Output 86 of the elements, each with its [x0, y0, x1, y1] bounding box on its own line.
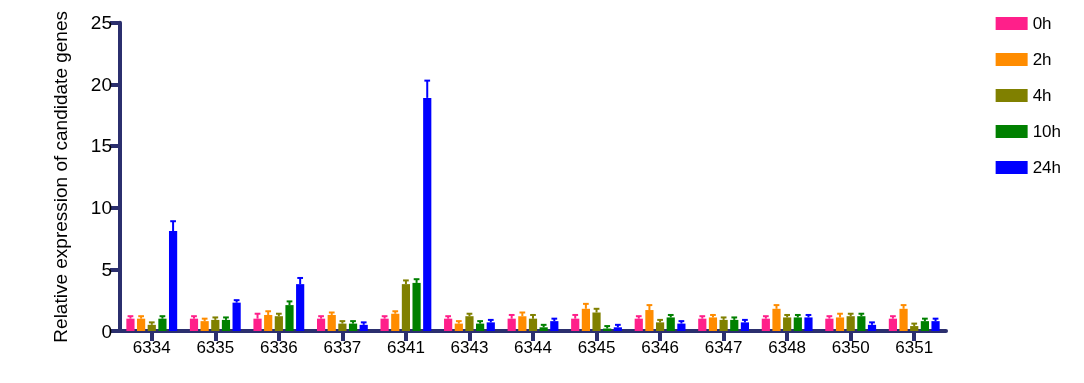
bar [359, 324, 368, 331]
x-tick-label: 6348 [768, 338, 807, 357]
bar [158, 318, 167, 331]
x-tick-label: 6341 [387, 338, 425, 357]
bar [391, 313, 400, 331]
bar [920, 321, 929, 331]
bar [444, 318, 453, 331]
legend-label: 10h [1032, 122, 1062, 141]
legend-label: 24h [1032, 158, 1062, 177]
bar [232, 302, 241, 331]
x-tick-label: 6347 [704, 338, 743, 357]
x-tick-label: 6344 [514, 338, 552, 357]
bar [793, 317, 802, 331]
bar [486, 322, 495, 331]
x-tick-label: 6350 [831, 338, 870, 357]
bar [783, 317, 792, 331]
bar [327, 314, 336, 331]
bar [285, 305, 294, 331]
legend-label: 4h [1032, 86, 1052, 105]
bar [698, 318, 707, 331]
x-tick-label: 6346 [641, 338, 679, 357]
y-axis-title: Relative expression of candidate genes [49, 11, 71, 343]
bar [804, 317, 813, 331]
bar [539, 327, 548, 331]
y-tick-label: 10 [90, 197, 112, 219]
x-tick-label: 6343 [450, 338, 489, 357]
bar [137, 318, 146, 331]
bar [348, 323, 358, 331]
x-tick-label: 6345 [577, 338, 616, 357]
bar [147, 324, 156, 331]
bar [412, 282, 421, 331]
bar [264, 314, 273, 331]
bar [719, 319, 728, 331]
bar [761, 318, 770, 331]
bar [338, 323, 347, 331]
bar [931, 321, 940, 331]
bar [857, 316, 866, 331]
y-tick-label: 0 [101, 320, 112, 342]
bar [835, 317, 845, 331]
bar [465, 316, 474, 331]
bar [708, 317, 718, 331]
bar [677, 323, 686, 331]
x-tick-label: 6351 [895, 338, 934, 357]
bar [380, 318, 389, 331]
bar [476, 323, 485, 331]
bar [867, 324, 877, 331]
y-tick-label: 20 [90, 73, 112, 95]
legend-label: 0h [1032, 14, 1052, 33]
bar [401, 284, 411, 331]
bar [899, 308, 908, 331]
bar [507, 318, 516, 331]
bar [666, 317, 675, 331]
bar [253, 318, 262, 331]
bar [316, 318, 326, 331]
bar [910, 326, 919, 331]
bar [126, 318, 135, 331]
bar [645, 310, 654, 331]
x-tick-label: 6337 [323, 338, 362, 357]
bar [454, 323, 463, 331]
bar [571, 318, 580, 331]
bar [634, 318, 643, 331]
bar [189, 318, 199, 331]
bar [740, 322, 750, 331]
bar [655, 322, 665, 331]
bar [528, 318, 538, 331]
bar [825, 318, 834, 331]
bar [211, 319, 220, 331]
x-tick-label: 6334 [132, 338, 171, 357]
bar [888, 318, 898, 331]
x-tick-label: 6335 [196, 338, 235, 357]
bar [200, 321, 209, 331]
bar [613, 327, 622, 331]
bar [550, 321, 559, 331]
y-tick-label: 15 [90, 135, 112, 157]
bar [274, 316, 283, 331]
y-tick-label: 25 [90, 12, 112, 34]
legend-label: 2h [1032, 50, 1052, 69]
bar [221, 319, 231, 331]
bar [592, 312, 601, 331]
bar [772, 308, 781, 331]
bar [518, 316, 527, 331]
bar [730, 319, 739, 331]
bar [581, 308, 590, 331]
bar [846, 316, 855, 331]
y-tick-label: 5 [101, 258, 112, 280]
x-tick-label: 6336 [259, 338, 298, 357]
